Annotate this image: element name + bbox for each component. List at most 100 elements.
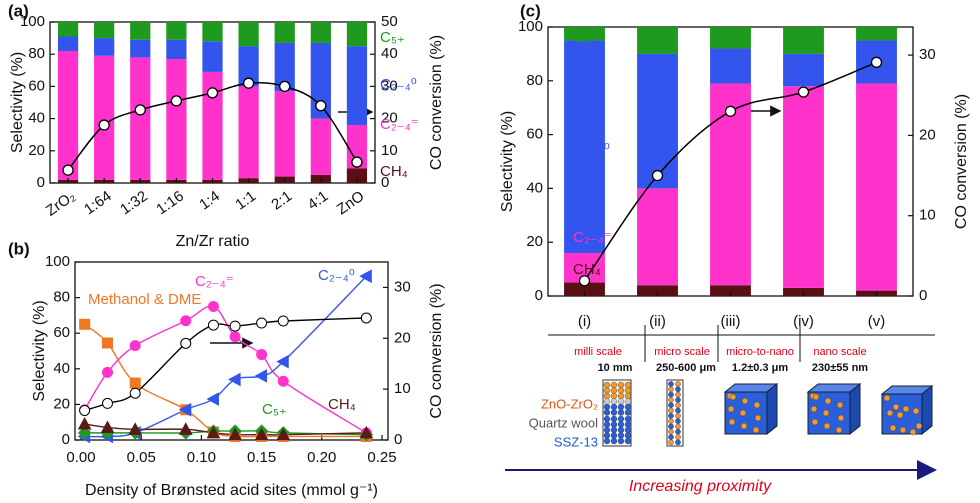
x-tick-label: (iv) [793, 313, 814, 330]
particle [603, 398, 611, 405]
particle [896, 411, 904, 419]
marker [797, 86, 810, 98]
caption: Increasing proximity [629, 478, 772, 495]
y-tick-label: 40 [28, 110, 45, 127]
marker [129, 377, 141, 389]
marker [315, 100, 327, 112]
series-label: CH₄ [328, 396, 356, 413]
marker [180, 337, 192, 349]
y2-tick-label: 50 [381, 13, 398, 30]
particle [624, 421, 632, 428]
particle [899, 426, 907, 434]
particle [824, 397, 832, 405]
marker [651, 169, 664, 182]
particle [617, 381, 625, 389]
bar-segment [274, 91, 295, 177]
bar-segment [856, 27, 897, 41]
particle [610, 421, 618, 428]
particle [741, 397, 749, 405]
marker [228, 427, 242, 441]
fit-line [583, 61, 877, 282]
y2-tick-label: 0 [919, 287, 927, 304]
marker [229, 331, 241, 343]
y2-tick-label: 0 [381, 174, 389, 191]
x-tick-label: 4:1 [305, 188, 332, 214]
particle [610, 409, 618, 416]
y-tick-label: 0 [37, 174, 45, 191]
y2-tick-label: 40 [381, 45, 398, 62]
particle [822, 409, 830, 417]
particle [603, 415, 611, 423]
x-tick-label: (ii) [649, 313, 666, 330]
particle [624, 432, 632, 439]
y2-tick-label: 30 [919, 46, 936, 63]
y-tick-label: 20 [526, 233, 543, 250]
particle [675, 412, 681, 419]
marker [77, 416, 92, 430]
particle [624, 381, 632, 389]
y2-axis-title: CO conversion (%) [428, 35, 445, 170]
bar-segment [346, 168, 368, 183]
marker [256, 317, 268, 329]
marker [229, 320, 241, 332]
y-axis-title: Selectivity (%) [9, 52, 26, 153]
series-label: C₅₊ [380, 29, 405, 46]
particle [603, 392, 611, 400]
marker [276, 354, 289, 369]
illustrations [602, 379, 934, 447]
bar-segment [710, 27, 751, 49]
crystal [766, 382, 778, 436]
marker [359, 425, 374, 439]
particle [668, 397, 674, 403]
particle [912, 407, 920, 415]
particle [909, 428, 917, 436]
crystal [921, 384, 933, 436]
marker [206, 87, 219, 99]
particle [668, 386, 674, 393]
x-tick-label: 0.00 [66, 449, 95, 466]
bar-segment [346, 46, 368, 126]
particle [610, 398, 618, 405]
marker [100, 420, 115, 434]
particle [624, 409, 632, 416]
scale-label: micro scale [654, 346, 710, 358]
particle [889, 424, 897, 432]
x-tick-label: 0.15 [247, 449, 276, 466]
y2-tick-label: 30 [394, 278, 411, 295]
bar-segment [274, 22, 295, 43]
particle [624, 426, 632, 434]
marker [578, 275, 591, 287]
y-tick-label: 60 [526, 126, 543, 143]
particle [617, 432, 625, 439]
bar-segment [856, 83, 897, 291]
marker [277, 315, 289, 327]
marker [228, 372, 241, 387]
series-label: C₅₊ [262, 401, 287, 418]
marker [359, 269, 372, 284]
marker [102, 366, 114, 378]
particle [728, 418, 736, 426]
marker [102, 397, 114, 409]
particle [675, 386, 681, 393]
particle [675, 391, 681, 398]
bar-segment [637, 27, 678, 54]
panel-label: (c) [520, 1, 541, 20]
particle [902, 405, 910, 413]
particle [668, 423, 674, 430]
bar-segment [202, 22, 223, 42]
fit-line [84, 317, 367, 412]
y-tick-label: 20 [53, 395, 70, 412]
particle [675, 397, 681, 403]
particle [610, 437, 618, 445]
marker [77, 426, 92, 440]
scale-label: milli scale [574, 346, 622, 358]
bar-segment [202, 41, 223, 72]
marker [128, 422, 143, 435]
marker [62, 164, 74, 176]
bar-segment [202, 71, 223, 180]
particle [610, 403, 618, 411]
y-tick-label: 100 [518, 18, 543, 35]
marker [279, 80, 291, 93]
marker [724, 105, 737, 117]
x-tick-label: 0.20 [307, 449, 336, 466]
